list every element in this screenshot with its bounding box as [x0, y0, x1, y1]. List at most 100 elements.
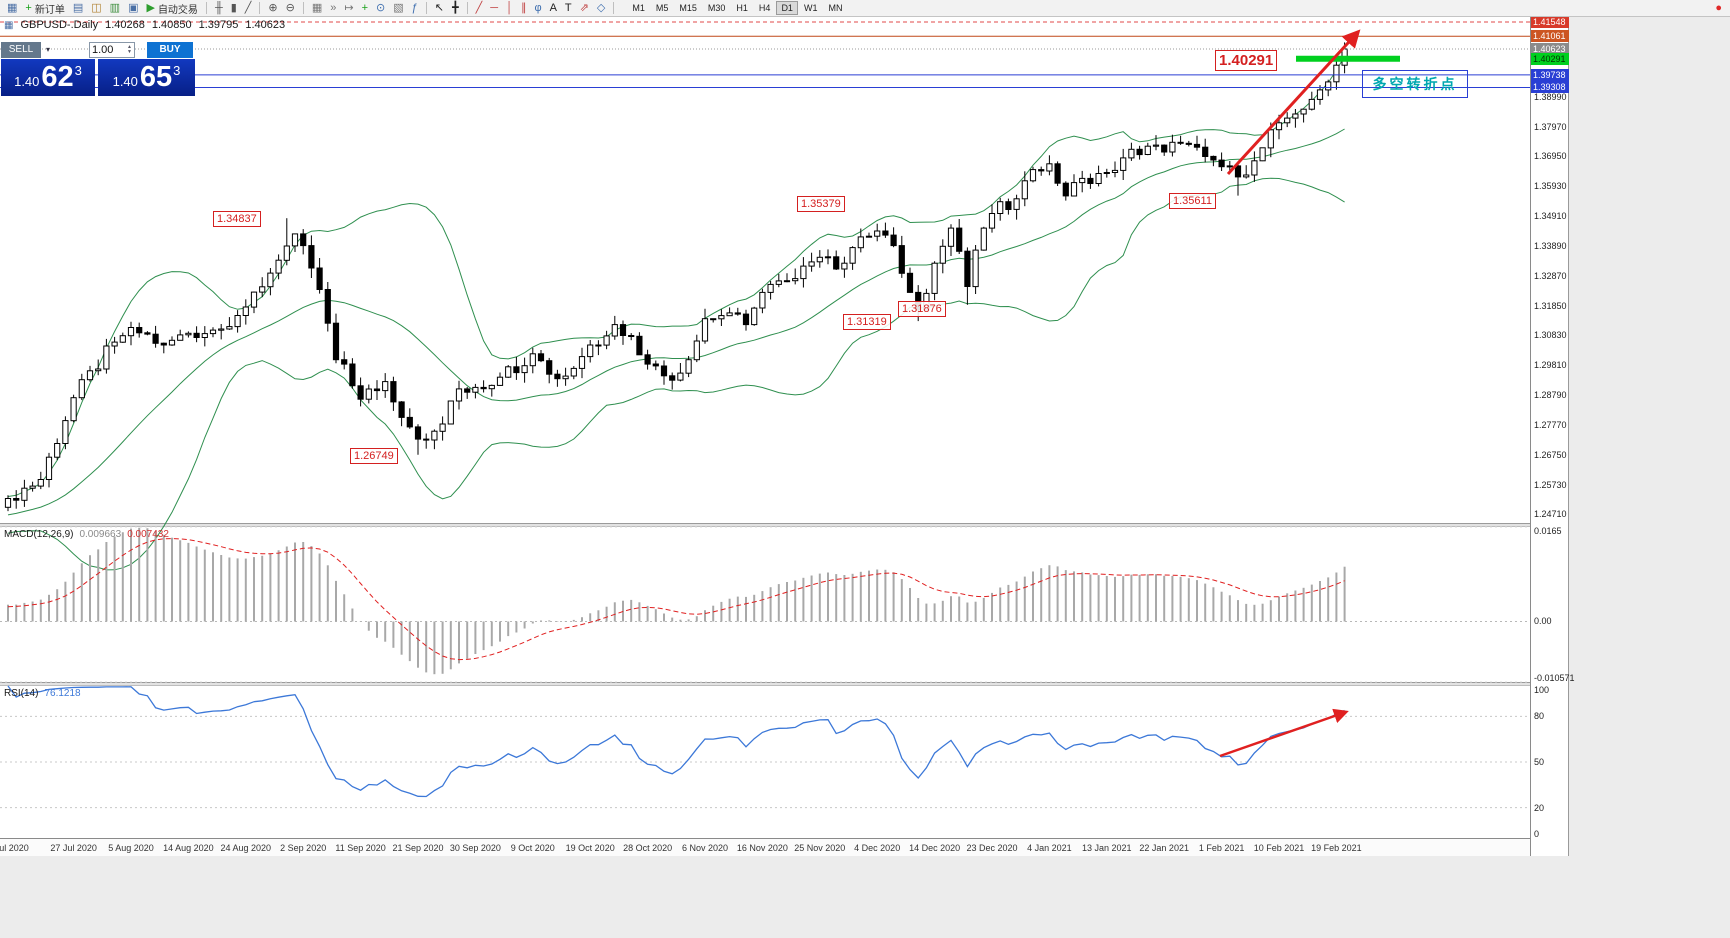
macd-pane[interactable]: [0, 527, 1530, 682]
vertical-line-icon[interactable]: │: [503, 1, 516, 16]
horizontal-line-icon[interactable]: ─: [487, 1, 501, 16]
autotrade-icon: ▶: [146, 1, 155, 14]
auto-scroll-icon[interactable]: »: [327, 1, 339, 16]
macd-main-value: 0.009663: [79, 529, 122, 540]
sell-button[interactable]: SELL: [1, 41, 41, 58]
price-chart-pane[interactable]: [0, 17, 1530, 523]
line-chart-icon: ╱: [244, 1, 252, 14]
price-annotation[interactable]: 1.31319: [843, 314, 891, 330]
price-tick: 1.36950: [1534, 151, 1567, 162]
fibonacci-icon[interactable]: φ: [531, 1, 544, 16]
add-indicator-icon[interactable]: +: [359, 1, 371, 16]
price-tick: 1.33890: [1534, 240, 1567, 251]
turning-point-box[interactable]: 多空转折点: [1362, 70, 1468, 98]
templates-icon[interactable]: ▧: [390, 1, 406, 16]
timeframe-w1[interactable]: W1: [803, 3, 818, 13]
chart-shift-icon[interactable]: ↦: [341, 1, 356, 16]
workspace-background: [0, 856, 1570, 938]
candlestick-chart-icon[interactable]: ▮: [228, 1, 240, 16]
crosshair-icon[interactable]: ╋: [449, 1, 462, 16]
price-marker: 1.41548: [1531, 16, 1569, 28]
line-chart-icon[interactable]: ╱: [242, 1, 255, 16]
timeframe-m5[interactable]: M5: [655, 3, 669, 13]
data-window-icon[interactable]: ◫: [88, 1, 104, 16]
timeframe-h1[interactable]: H1: [736, 3, 748, 13]
cursor-icon[interactable]: ↖: [432, 1, 447, 16]
indicators-icon[interactable]: ƒ: [409, 1, 421, 16]
rsi-name: RSI(14): [4, 688, 39, 699]
spinner-up-icon[interactable]: ▲: [127, 43, 132, 50]
zoom-out-icon[interactable]: ⊖: [283, 1, 298, 16]
market-watch-icon[interactable]: ▤: [70, 1, 86, 16]
shapes-icon[interactable]: ◇: [594, 1, 608, 16]
volume-input[interactable]: 1.00 ▲ ▼: [89, 41, 135, 58]
date-label: 27 Jul 2020: [50, 843, 97, 853]
price-annotation[interactable]: 1.35379: [797, 196, 845, 212]
market-watch-icon: ▤: [72, 1, 84, 14]
price-tick: 1.27770: [1534, 419, 1567, 430]
spinner-down-icon[interactable]: ▼: [127, 48, 132, 55]
price-annotation[interactable]: 1.40291: [1215, 50, 1278, 71]
date-label: 4 Dec 2020: [854, 843, 901, 853]
chart-window-icon: ▦: [7, 1, 18, 14]
templates-icon: ▧: [393, 1, 404, 14]
timeframe-m15[interactable]: M15: [679, 3, 697, 13]
add-indicator-icon: +: [361, 1, 369, 14]
arrow-tool-icon[interactable]: ⇗: [577, 1, 592, 16]
price-annotation[interactable]: 1.34837: [213, 211, 261, 227]
rsi-scale-label: 50: [1534, 757, 1545, 767]
price-tick: 1.26750: [1534, 449, 1567, 460]
refresh-icon[interactable]: ⊙: [373, 1, 388, 16]
new-order-button[interactable]: + 新订单: [22, 1, 67, 16]
one-click-trading-panel: SELL ▾ 1.00 ▲ ▼ BUY 1.40 62 3 1.40 65 3: [1, 41, 197, 96]
bar-chart-icon[interactable]: ╫: [212, 1, 226, 16]
toolbar-separator: [205, 2, 207, 14]
buy-button[interactable]: BUY: [147, 41, 193, 58]
timeframe-m1[interactable]: M1: [632, 3, 645, 13]
tile-windows-icon[interactable]: ▦: [309, 1, 325, 16]
text-icon[interactable]: A: [547, 1, 560, 16]
timeframe-h4[interactable]: H4: [758, 3, 771, 13]
indicators-icon: ƒ: [411, 1, 418, 14]
price-tick: 1.38990: [1534, 91, 1567, 102]
date-label: 23 Dec 2020: [966, 843, 1018, 853]
chart-window-icon[interactable]: ▦: [4, 1, 20, 16]
ask-price[interactable]: 1.40 65 3: [98, 59, 195, 96]
bid-price[interactable]: 1.40 62 3: [1, 59, 95, 96]
channel-icon[interactable]: ∥: [518, 1, 530, 16]
pane-splitter[interactable]: [0, 523, 1569, 527]
order-options-dropdown[interactable]: ▾: [45, 45, 50, 54]
macd-signal-value: 0.007432: [127, 529, 169, 540]
price-tick: 1.32870: [1534, 270, 1567, 281]
pane-splitter[interactable]: [0, 682, 1569, 686]
rsi-pane[interactable]: [0, 686, 1530, 838]
macd-name: MACD(12,26,9): [4, 529, 74, 540]
price-annotation[interactable]: 1.31876: [898, 301, 946, 317]
price-annotation[interactable]: 1.26749: [350, 448, 398, 464]
volume-spinner[interactable]: ▲ ▼: [127, 43, 132, 55]
zoom-in-icon[interactable]: ⊕: [265, 1, 280, 16]
ask-pips: 65: [139, 61, 173, 93]
terminal-icon[interactable]: ▣: [125, 1, 141, 16]
timeframe-d1[interactable]: D1: [776, 1, 798, 15]
autotrade-button[interactable]: ▶ 自动交易: [143, 1, 200, 16]
label-icon[interactable]: T: [562, 1, 575, 16]
toolbar-separator: [466, 2, 468, 14]
record-icon[interactable]: ●: [1715, 2, 1722, 14]
date-axis[interactable]: 7 Jul 2020 27 Jul 2020 5 Aug 2020 14 Aug 20…: [0, 838, 1530, 856]
date-label: 6 Nov 2020: [681, 843, 729, 853]
price-tick: 1.37970: [1534, 121, 1567, 132]
timeframe-m30[interactable]: M30: [707, 3, 726, 13]
date-label: 21 Sep 2020: [392, 843, 444, 853]
trendline-icon[interactable]: ╱: [473, 1, 486, 16]
rsi-scale-label: 80: [1534, 711, 1545, 721]
price-marker: 1.39308: [1531, 81, 1569, 94]
date-label: 30 Sep 2020: [449, 843, 501, 853]
price-scale[interactable]: 1.38990 1.37970 1.36950 1.35930 1.34910 1.338…: [1530, 16, 1575, 856]
price-annotation[interactable]: 1.35611: [1169, 193, 1216, 209]
macd-title: MACD(12,26,9) 0.009663 0.007432: [4, 529, 169, 540]
arrow-tool-icon: ⇗: [579, 1, 589, 14]
timeframe-mn[interactable]: MN: [828, 3, 843, 13]
navigator-icon[interactable]: ▥: [107, 1, 123, 16]
